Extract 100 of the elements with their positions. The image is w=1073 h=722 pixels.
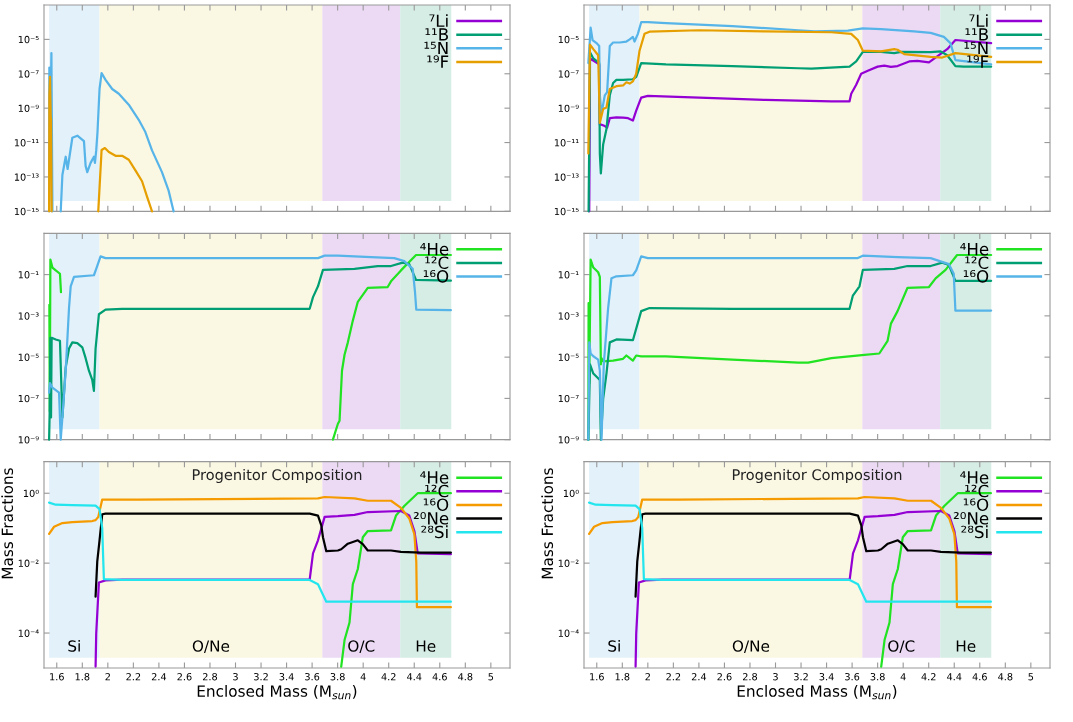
legend-label: ¹⁶O [963,498,989,511]
x-tick-label: 4.8 [458,673,473,681]
legend-label: ⁴He [420,242,449,256]
band-label: He [416,640,436,652]
legend-label: ²⁸Si [961,525,988,539]
x-tick-label: 1.6 [50,673,64,681]
y-tick-label: 10⁻³ [558,312,579,320]
y-tick-label: 10⁻⁵ [558,353,579,361]
x-tick-label: 3.2 [794,673,808,681]
y-tick-label: 10⁻¹ [558,271,579,279]
y-tick-label: 10⁻⁴ [18,629,39,637]
x-tick-label: 2.4 [691,673,707,681]
legend-label: ¹⁶O [963,270,989,283]
band-label: O/C [888,640,915,653]
legend-label: ⁷Li [969,14,988,27]
y-tick-label: 10⁻⁷ [18,70,39,78]
line-series [587,29,993,155]
x-tick-label: 2.2 [666,673,681,681]
x-tick-label: 3.4 [819,673,834,681]
x-tick-label: 1.6 [590,673,604,681]
band-label: O/Ne [732,640,770,653]
y-tick-label: 10⁻⁹ [18,436,39,444]
x-tick-label: 2 [645,673,650,681]
x-tick-label: 4.2 [921,673,936,681]
x-axis-title: Enclosed Mass (M$_{sun}$) [197,685,357,700]
x-tick-label: 4.4 [946,673,962,681]
legend-label: ¹¹B [965,28,988,41]
legend-label: ²⁰Ne [413,512,449,525]
y-tick-label: 10⁻² [18,559,39,567]
legend-label: ²⁸Si [421,525,448,539]
x-tick-label: 2.8 [202,673,218,681]
x-tick-label: 4.2 [381,673,396,681]
y-tick-label: 10⁻³ [18,312,39,320]
y-tick-label: 10⁻⁵ [18,353,39,361]
y-tick-label: 10⁻⁷ [558,70,579,78]
band-label: O/Ne [192,640,230,653]
y-tick-label: 10⁻⁹ [558,104,579,112]
y-tick-label: 10⁻⁵ [18,35,39,44]
x-tick-label: 3 [773,673,778,681]
legend-label: ¹⁵N [424,41,448,55]
line-series [94,512,452,598]
legend-label: ⁴He [960,242,989,256]
y-tick-label: 10⁻⁷ [558,394,579,403]
x-tick-label: 1.8 [615,673,630,681]
y-tick-label: 10⁻⁵ [558,35,579,44]
x-tick-label: 2.6 [177,673,192,681]
band-label: He [956,640,976,652]
x-tick-label: 4.4 [406,673,422,681]
y-tick-label: 10⁻¹¹ [14,139,39,147]
legend-label: ¹⁹F [967,55,989,68]
y-tick-label: 10⁰ [563,489,579,498]
y-tick-label: 10⁻¹ [18,271,39,279]
line-series [634,509,992,668]
x-tick-label: 5 [1028,673,1034,681]
x-tick-label: 2 [105,673,110,681]
y-axis-title: Mass Fractions [541,468,554,579]
x-tick-label: 4.6 [972,673,987,681]
band-label: Si [68,639,80,652]
line-series [634,512,992,598]
x-tick-label: 2.8 [742,673,758,681]
y-tick-label: 10⁻⁴ [558,629,579,637]
x-tick-label: 3.8 [870,673,885,681]
y-tick-label: 10⁻¹⁵ [14,207,39,216]
y-tick-label: 10⁻⁹ [18,104,39,112]
legend-label: ¹²C [425,256,449,270]
legend-label: ¹¹B [425,28,448,41]
legend-label: ¹⁹F [427,55,449,68]
legend-label: ²⁰Ne [953,512,989,525]
x-tick-label: 3.6 [305,673,320,681]
x-tick-label: 2.2 [126,673,141,681]
x-tick-label: 3.6 [845,673,860,681]
x-tick-label: 2.4 [151,673,167,681]
x-tick-label: 4.6 [432,673,447,681]
y-tick-label: 10⁰ [23,489,39,498]
x-tick-label: 4 [900,673,906,681]
x-tick-label: 4.8 [998,673,1013,681]
y-axis-title: Mass Fractions [1,468,14,579]
x-tick-label: 3 [233,673,238,681]
x-tick-label: 3.4 [279,673,294,681]
x-tick-label: 3.8 [330,673,345,681]
legend-label: ⁴He [420,471,449,484]
x-tick-label: 5 [488,673,494,681]
band-label: O/C [348,640,375,653]
legend-label: ¹²C [965,256,989,270]
y-tick-label: 10⁻¹¹ [554,139,579,147]
x-tick-label: 1.8 [75,673,90,681]
line-series [94,509,452,668]
x-axis-title: Enclosed Mass (M$_{sun}$) [737,685,897,700]
legend-label: ¹⁵N [964,41,988,55]
y-tick-label: 10⁻¹³ [14,173,39,181]
y-tick-label: 10⁻⁹ [558,436,579,444]
y-tick-label: 10⁻¹³ [554,173,579,181]
x-tick-label: 3.2 [254,673,268,681]
chart-title: Progenitor Composition [732,468,902,483]
legend-label: ⁷Li [429,14,448,27]
y-tick-label: 10⁻² [558,559,579,567]
y-tick-label: 10⁻¹⁵ [554,207,579,216]
legend-label: ⁴He [960,471,989,484]
x-tick-label: 4 [360,673,366,681]
band-label: Si [608,639,620,652]
